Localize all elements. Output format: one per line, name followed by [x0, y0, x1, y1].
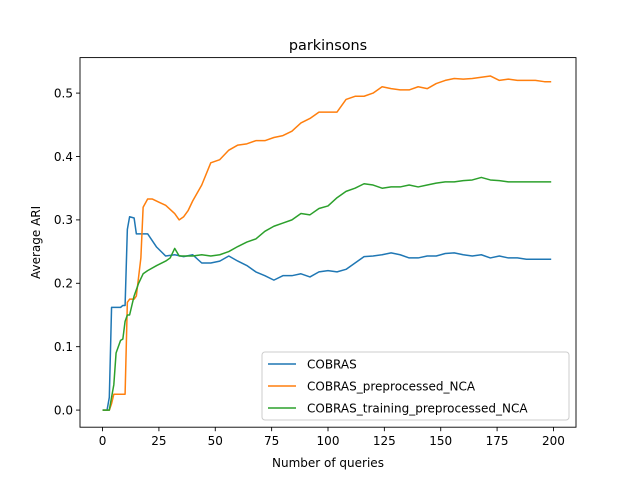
y-tick-label: 0.5 — [54, 86, 73, 100]
y-tick-label: 0.1 — [54, 340, 73, 354]
x-axis-label: Number of queries — [272, 456, 384, 470]
x-tick-label: 100 — [317, 434, 340, 448]
x-axis: 0 25 50 75 100 125 150 175 200 — [99, 427, 565, 448]
x-tick-label: 175 — [486, 434, 509, 448]
series-line-2 — [102, 176, 552, 411]
legend-box — [261, 351, 570, 421]
x-tick-label: 50 — [208, 434, 223, 448]
series-line-0 — [102, 215, 552, 411]
y-tick-label: 0.2 — [54, 277, 73, 291]
y-axis-label: Average ARI — [29, 206, 43, 279]
y-tick-label: 0.3 — [54, 213, 73, 227]
legend-label: COBRAS_training_preprocessed_NCA — [307, 401, 528, 415]
chart-title: parkinsons — [289, 38, 367, 54]
x-tick-label: 125 — [373, 434, 396, 448]
y-tick-label: 0.0 — [54, 403, 73, 417]
x-tick-label: 0 — [99, 434, 107, 448]
y-axis: 0.0 0.1 0.2 0.3 0.4 0.5 — [54, 86, 80, 417]
legend: COBRAS COBRAS_preprocessed_NCA COBRAS_trai… — [261, 351, 570, 421]
legend-label: COBRAS_preprocessed_NCA — [307, 379, 476, 393]
x-tick-label: 25 — [151, 434, 166, 448]
x-tick-label: 150 — [429, 434, 452, 448]
x-tick-label: 75 — [264, 434, 279, 448]
plot-area — [102, 75, 552, 411]
x-tick-label: 200 — [542, 434, 565, 448]
legend-label: COBRAS — [307, 357, 357, 371]
y-tick-label: 0.4 — [54, 150, 73, 164]
